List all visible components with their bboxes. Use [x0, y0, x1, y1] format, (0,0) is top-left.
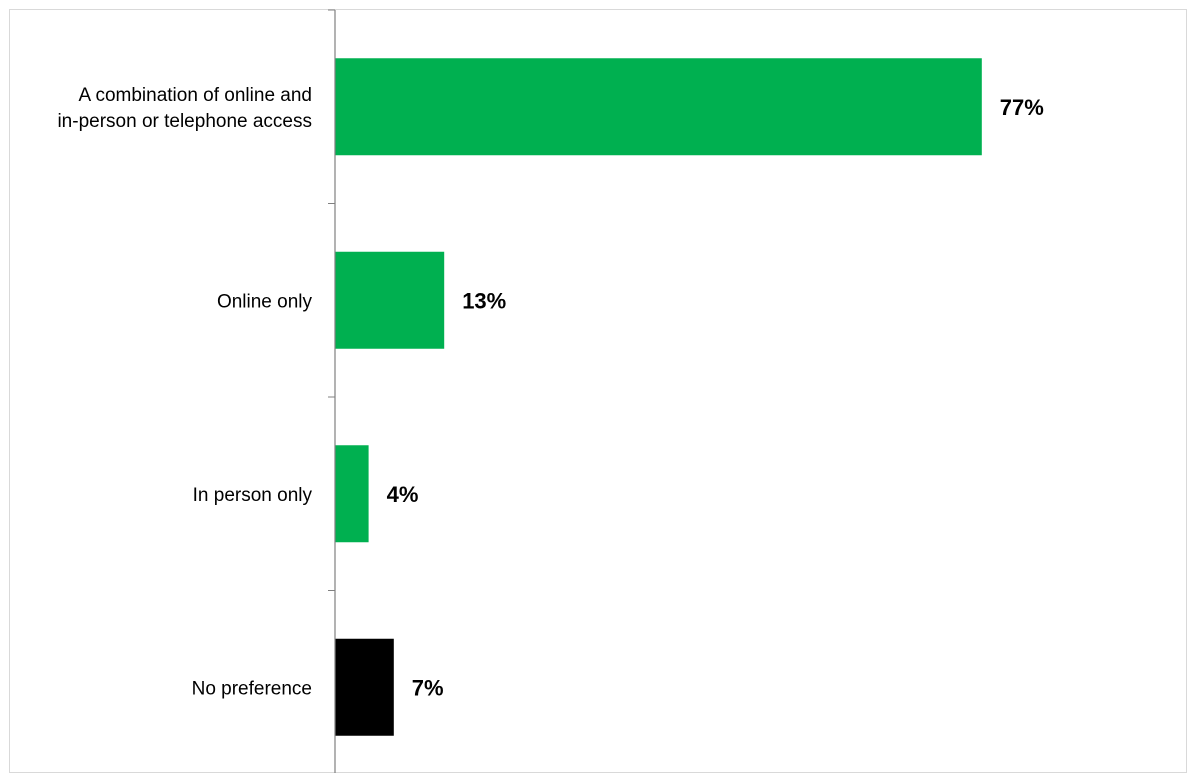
value-label-a-combination-of-online-and-in-person-or-telephone-access: 77% [1000, 95, 1044, 120]
category-label-line: No preference [192, 678, 312, 699]
value-label-online-only: 13% [462, 288, 506, 313]
category-label-line: In person only [193, 485, 313, 506]
category-label-no-preference: No preference [192, 678, 312, 699]
category-label-in-person-only: In person only [193, 485, 313, 506]
bars-layer [335, 58, 982, 736]
category-label-line: A combination of online and [79, 85, 312, 106]
bar-in-person-only [335, 445, 369, 543]
value-label-no-preference: 7% [412, 675, 444, 700]
bar-a-combination-of-online-and-in-person-or-telephone-access [335, 58, 982, 156]
category-label-line: Online only [217, 291, 313, 312]
category-label-a-combination-of-online-and-in-person-or-telephone-access: A combination of online and in-person or … [57, 85, 312, 132]
value-label-in-person-only: 4% [387, 482, 419, 507]
axis-layer [328, 9, 336, 773]
category-label-online-only: Online only [217, 291, 313, 312]
labels-layer: 77% A combination of online and in-person … [57, 85, 1043, 701]
bar-online-only [335, 251, 445, 349]
category-label-line: in-person or telephone access [57, 111, 312, 132]
bar-no-preference [335, 638, 394, 736]
